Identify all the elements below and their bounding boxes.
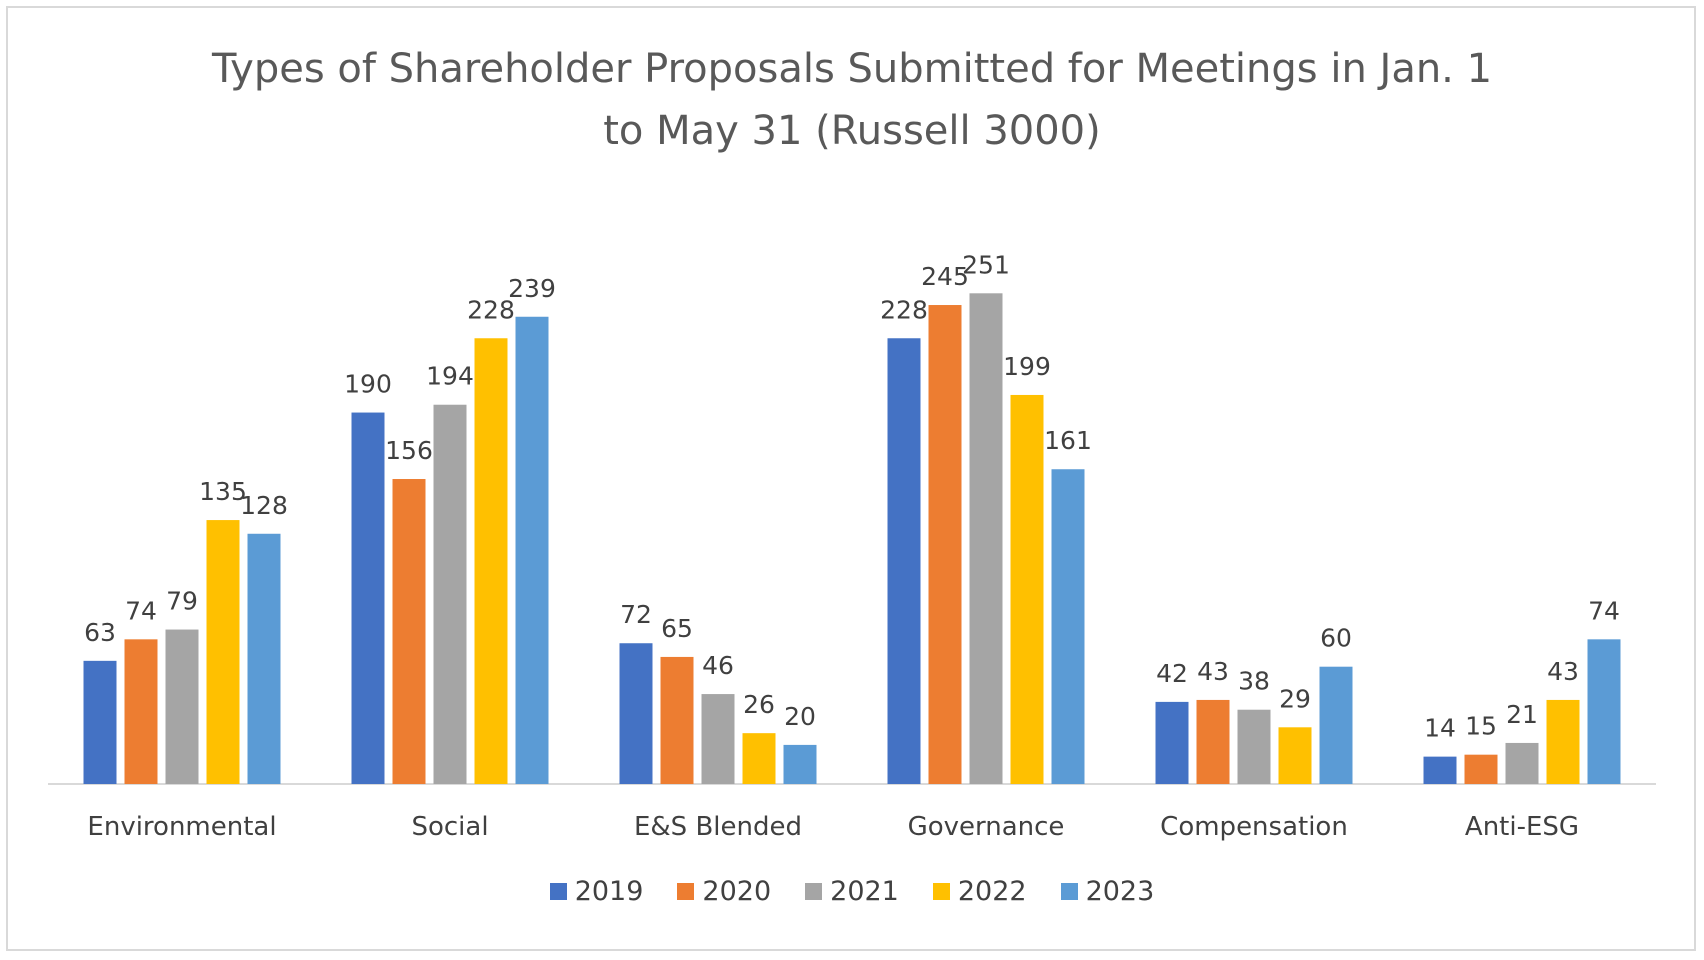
data-label: 135 [199, 477, 247, 506]
data-label: 14 [1424, 714, 1456, 743]
bar-2022-social [474, 338, 508, 784]
bar-2023-environmental [247, 533, 281, 784]
chart-title: Types of Shareholder Proposals Submitted… [0, 38, 1704, 162]
bar-2019-governance [887, 338, 921, 784]
bar-2023-compensation [1319, 666, 1353, 784]
data-label: 38 [1238, 667, 1270, 696]
data-label: 228 [880, 295, 928, 324]
data-label: 42 [1156, 659, 1188, 688]
bar-2021-e-s-blended [701, 694, 735, 784]
legend-label: 2023 [1085, 876, 1155, 907]
legend-label: 2022 [957, 876, 1027, 907]
chart-legend: 2019 2020 2021 2022 2023 [0, 876, 1704, 907]
data-label: 43 [1547, 657, 1579, 686]
data-label: 199 [1003, 352, 1051, 381]
bar-2020-social [392, 479, 426, 784]
data-label: 239 [508, 274, 556, 303]
data-label: 251 [962, 250, 1010, 279]
bar-2020-compensation [1196, 699, 1230, 784]
bar-2021-environmental [165, 629, 199, 784]
bar-2020-environmental [124, 639, 158, 784]
chart-frame [6, 6, 1696, 951]
category-label: Governance [908, 812, 1065, 842]
bar-2019-environmental [83, 660, 117, 784]
legend-item-2021: 2021 [805, 876, 899, 907]
bar-2023-anti-esg [1587, 639, 1621, 784]
category-label: E&S Blended [634, 812, 802, 842]
bar-2022-e-s-blended [742, 733, 776, 784]
data-label: 74 [125, 596, 157, 625]
data-label: 63 [84, 618, 116, 647]
bar-2023-social [515, 316, 549, 784]
legend-item-2023: 2023 [1060, 876, 1155, 907]
bar-2020-anti-esg [1464, 754, 1498, 784]
data-label: 74 [1588, 596, 1620, 625]
data-label: 79 [166, 587, 198, 616]
data-label: 29 [1279, 684, 1311, 713]
bar-2022-environmental [206, 520, 240, 784]
data-label: 60 [1320, 624, 1352, 653]
bar-2022-compensation [1278, 727, 1312, 784]
category-label: Compensation [1160, 812, 1348, 842]
legend-swatch [677, 883, 695, 900]
bar-2019-compensation [1155, 701, 1189, 784]
legend-swatch [805, 883, 823, 900]
bar-2023-e-s-blended [783, 744, 817, 784]
chart-title-line-2: to May 31 (Russell 3000) [603, 108, 1101, 154]
data-label: 156 [385, 436, 433, 465]
bar-2021-social [433, 404, 467, 784]
bar-2021-compensation [1237, 709, 1271, 784]
data-label: 128 [240, 491, 288, 520]
data-label: 228 [467, 295, 515, 324]
bar-2019-anti-esg [1423, 756, 1457, 784]
legend-label: 2021 [830, 876, 899, 907]
bar-2019-e-s-blended [619, 643, 653, 784]
data-label: 161 [1044, 426, 1092, 455]
data-label: 20 [784, 702, 816, 731]
data-label: 26 [743, 690, 775, 719]
legend-swatch [1060, 883, 1078, 900]
data-label: 190 [344, 370, 392, 399]
legend-item-2019: 2019 [549, 876, 644, 907]
legend-swatch [549, 883, 567, 900]
bar-2020-governance [928, 305, 962, 784]
data-label: 43 [1197, 657, 1229, 686]
bar-2022-anti-esg [1546, 699, 1580, 784]
chart-title-line-1: Types of Shareholder Proposals Submitted… [211, 46, 1493, 92]
data-label: 65 [661, 614, 693, 643]
legend-item-2020: 2020 [677, 876, 771, 907]
category-label: Environmental [87, 812, 276, 842]
data-label: 194 [426, 362, 474, 391]
data-label: 72 [620, 600, 652, 629]
legend-item-2022: 2022 [932, 876, 1027, 907]
bar-2020-e-s-blended [660, 656, 694, 784]
bar-2021-governance [969, 293, 1003, 784]
bar-2021-anti-esg [1505, 742, 1539, 784]
bar-2022-governance [1010, 394, 1044, 784]
data-label: 15 [1465, 712, 1497, 741]
legend-swatch [932, 883, 950, 900]
legend-label: 2019 [574, 876, 644, 907]
data-label: 46 [702, 651, 734, 680]
category-label: Social [411, 812, 488, 842]
bar-2023-governance [1051, 469, 1085, 784]
data-label: 21 [1506, 700, 1538, 729]
legend-label: 2020 [702, 876, 772, 907]
category-label: Anti-ESG [1465, 812, 1579, 842]
bar-2019-social [351, 412, 385, 784]
data-label: 245 [921, 262, 969, 291]
